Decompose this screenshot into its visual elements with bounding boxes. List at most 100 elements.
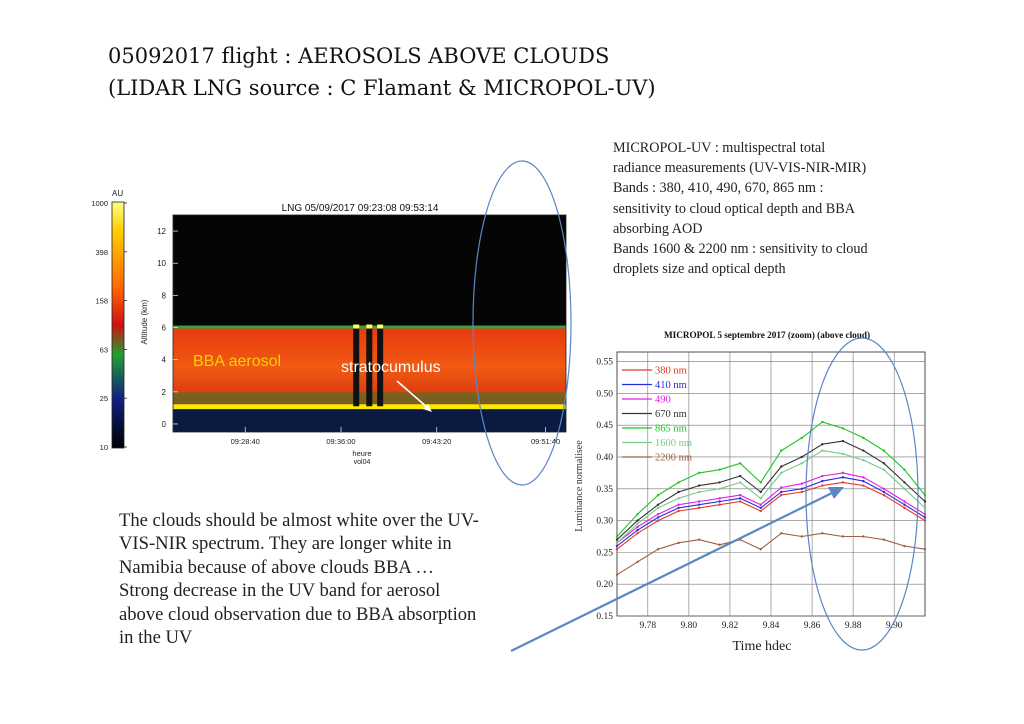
series-point (821, 532, 824, 535)
series-point (841, 452, 845, 455)
series-point (656, 513, 660, 516)
series-point (739, 500, 742, 503)
annotation-bba-aerosol: BBA aerosol (193, 353, 281, 370)
micropol-y-tick-label: 0.30 (596, 517, 613, 527)
micropol-x-tick-label: 9.88 (845, 621, 862, 631)
series-point (780, 471, 783, 475)
slide-title-line2: (LIDAR LNG source : C Flamant & MICROPOL… (108, 76, 656, 100)
stratocumulus-column (353, 327, 360, 407)
annotation-stratocumulus: stratocumulus (341, 359, 441, 376)
observation-note: The clouds should be almost white over t… (119, 509, 549, 649)
series-point (697, 471, 701, 475)
series-point (656, 519, 660, 522)
series-point (636, 560, 639, 564)
lidar-frame (172, 214, 567, 433)
lidar-layers (173, 324, 566, 432)
lidar-y-tick-label: 10 (157, 259, 166, 268)
series-point (923, 548, 927, 551)
series-point (759, 509, 762, 513)
series-line-5 (616, 450, 926, 544)
series-point (882, 468, 886, 471)
series-point (697, 506, 701, 510)
series-point (862, 449, 865, 452)
series-line-1 (616, 476, 926, 547)
series-point (718, 543, 721, 546)
series-point (759, 506, 762, 510)
series-point (615, 538, 619, 541)
series-point (677, 503, 680, 506)
micropol-x-tick-label: 9.90 (886, 621, 903, 631)
series-point (718, 487, 721, 490)
description-line: MICROPOL-UV : multispectral total (613, 140, 826, 156)
description-line: radiance measurements (UV-VIS-NIR-MIR) (613, 160, 867, 177)
series-point (739, 462, 742, 465)
series-point (903, 544, 906, 548)
note-line: Namibia because of above clouds BBA … (119, 556, 434, 578)
series-point (739, 493, 742, 497)
series-point (677, 490, 680, 494)
slide-title-line1: 05092017 flight : AEROSOLS ABOVE CLOUDS (108, 44, 610, 68)
series-point (903, 506, 906, 510)
series-point (677, 541, 680, 545)
series-point (615, 535, 619, 538)
micropol-y-tick-label: 0.25 (596, 548, 613, 558)
stratocumulus-column (366, 327, 373, 407)
series-point (636, 525, 639, 529)
series-point (718, 468, 721, 471)
micropol-y-tick-label: 0.50 (596, 389, 613, 399)
series-point (739, 481, 742, 484)
note-line: VIS-NIR spectrum. They are longer white … (119, 533, 452, 555)
micropol-x-tick-label: 9.78 (639, 621, 656, 631)
micropol-panel: MICROPOL 5 septembre 2017 (zoom) (above … (574, 330, 927, 654)
series-point (821, 420, 824, 424)
series-point (636, 532, 639, 535)
cloud-top-layer (173, 404, 566, 410)
lidar-panel: AU 1000 398 158 63 25 10 LNG 05/09/2017 09:23… (91, 160, 572, 486)
series-point (841, 427, 845, 430)
series-point (677, 506, 680, 510)
lidar-xlabel-sub: vol04 (354, 459, 371, 466)
series-point (821, 443, 824, 446)
series-point (923, 519, 927, 522)
series-point (656, 506, 660, 510)
series-point (800, 490, 803, 494)
series-point (862, 484, 865, 487)
series-point (862, 479, 865, 483)
series-point (841, 439, 845, 443)
series-point (882, 490, 886, 494)
description-line: absorbing AOD (613, 220, 703, 237)
description-line: sensitivity to cloud optical depth and B… (613, 200, 855, 217)
series-point (841, 535, 845, 538)
micropol-ylabel: Luminance normalisee (574, 440, 585, 532)
series-point (862, 436, 865, 440)
series-point (903, 500, 906, 503)
series-point (882, 487, 886, 490)
colorbar-tick-label: 158 (95, 297, 108, 306)
description-line: droplets size and optical depth (613, 261, 786, 278)
connecting-arrow (510, 492, 833, 652)
series-point (677, 481, 680, 484)
series-point (780, 449, 783, 452)
series-point (697, 484, 701, 487)
series-point (759, 481, 762, 484)
series-point (739, 497, 742, 500)
series-point (780, 490, 783, 494)
series-point (841, 476, 845, 479)
series-point (718, 500, 721, 503)
below-cloud-layer (173, 409, 566, 432)
series-point (739, 474, 742, 478)
series-line-6 (616, 532, 926, 576)
micropol-x-tick-label: 9.86 (804, 621, 821, 631)
series-point (882, 462, 886, 465)
series-point (841, 471, 845, 475)
colorbar-tick-label: 10 (100, 443, 108, 452)
lidar-x-tick-label: 09:28:40 (231, 437, 260, 446)
series-point (821, 449, 824, 452)
series-point (656, 548, 660, 551)
series-point (800, 535, 803, 538)
series-point (718, 503, 721, 506)
lidar-y-tick-label: 2 (162, 388, 167, 397)
lidar-y-tick-label: 6 (162, 324, 167, 333)
series-point (800, 462, 803, 465)
